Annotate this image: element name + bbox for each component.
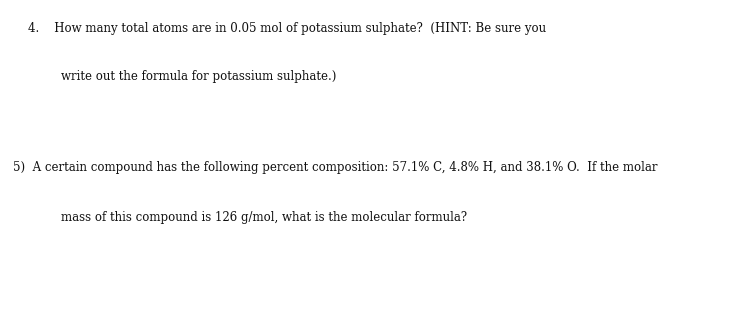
Text: 4.    How many total atoms are in 0.05 mol of potassium sulphate?  (HINT: Be sur: 4. How many total atoms are in 0.05 mol … bbox=[28, 22, 546, 35]
Text: 5)  A certain compound has the following percent composition: 57.1% C, 4.8% H, a: 5) A certain compound has the following … bbox=[13, 161, 658, 174]
Text: mass of this compound is 126 g/mol, what is the molecular formula?: mass of this compound is 126 g/mol, what… bbox=[61, 211, 467, 224]
Text: write out the formula for potassium sulphate.): write out the formula for potassium sulp… bbox=[61, 70, 336, 83]
